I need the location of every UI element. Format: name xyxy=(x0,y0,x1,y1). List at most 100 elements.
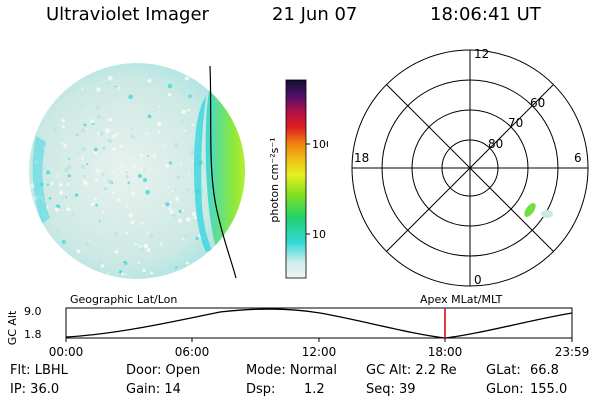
speckle-dot xyxy=(170,248,173,251)
speckle-dot xyxy=(95,203,98,207)
speckle-dot xyxy=(97,132,101,136)
speckle-dot xyxy=(128,94,133,100)
speckle-dot xyxy=(93,150,98,155)
speckle-dot xyxy=(128,213,133,218)
speckle-dot xyxy=(130,162,133,165)
speckle-dot xyxy=(125,171,128,174)
speckle-dot xyxy=(145,132,148,135)
speckle-dot xyxy=(121,272,125,276)
ytick-9: 9.0 xyxy=(24,305,42,318)
speckle-dot xyxy=(191,212,196,217)
mode-info: Mode: Normal xyxy=(246,363,337,378)
speckle-dot xyxy=(66,183,70,186)
speckle-dot xyxy=(196,113,199,116)
speckle-dot xyxy=(101,210,105,213)
speckle-dot xyxy=(119,144,123,149)
speckle-dot xyxy=(179,250,184,255)
speckle-dot xyxy=(174,142,179,148)
speckle-dot xyxy=(95,105,100,110)
speckle-dot xyxy=(82,174,86,178)
speckle-dot xyxy=(94,179,98,183)
speckle-dot xyxy=(193,216,197,220)
speckle-dot xyxy=(113,147,117,151)
timeline-left-title: Geographic Lat/Lon xyxy=(70,294,177,306)
speckle-dot xyxy=(182,209,185,212)
speckle-dot xyxy=(140,168,143,171)
speckle-dot xyxy=(139,247,144,251)
speckle-dot xyxy=(186,261,189,265)
ytick-1-8: 1.8 xyxy=(24,328,42,341)
speckle-dot xyxy=(147,114,152,119)
speckle-dot xyxy=(159,243,162,246)
speckle-dot xyxy=(184,233,188,238)
speckle-dot xyxy=(187,108,191,112)
speckle-dot xyxy=(50,181,54,186)
speckle-dot xyxy=(186,217,191,222)
speckle-dot xyxy=(188,174,191,177)
speckle-dot xyxy=(176,98,178,100)
speckle-dot xyxy=(143,243,149,249)
speckle-dot xyxy=(100,236,103,239)
speckle-dot xyxy=(184,76,189,81)
mlt-label-0: 0 xyxy=(474,273,482,287)
speckle-dot xyxy=(183,129,186,132)
glat-value: 66.8 xyxy=(530,363,559,378)
speckle-dot xyxy=(125,68,128,71)
gain-info: Gain: 14 xyxy=(126,382,181,397)
speckle-dot xyxy=(147,79,152,83)
speckle-dot xyxy=(67,174,71,178)
speckle-dot xyxy=(43,166,47,170)
speckle-dot xyxy=(74,193,79,197)
instrument-title: Ultraviolet Imager xyxy=(46,4,209,25)
speckle-dot xyxy=(171,189,173,192)
speckle-dot xyxy=(90,78,93,81)
speckle-dot xyxy=(100,264,105,268)
speckle-dot xyxy=(193,88,199,93)
speckle-dot xyxy=(180,162,183,165)
speckle-dot xyxy=(86,182,90,186)
xlabel-1800: 18:00 xyxy=(428,345,463,359)
speckle-dot xyxy=(107,138,112,144)
speckle-dot xyxy=(181,237,184,240)
speckle-dot xyxy=(76,249,81,254)
speckle-dot xyxy=(178,218,183,223)
speckle-dot xyxy=(68,157,71,160)
speckle-dot xyxy=(105,128,110,133)
speckle-dot xyxy=(98,258,102,261)
speckle-dot xyxy=(126,111,129,113)
speckle-dot xyxy=(185,188,189,192)
speckle-dot xyxy=(71,213,75,217)
speckle-dot xyxy=(145,189,150,195)
speckle-dot xyxy=(94,147,98,152)
speckle-dot xyxy=(68,179,71,182)
speckle-dot xyxy=(91,202,95,206)
speckle-dot xyxy=(63,143,68,148)
speckle-dot xyxy=(131,127,134,130)
glat-label: GLat: xyxy=(486,363,521,378)
speckle-dot xyxy=(96,114,101,119)
speckle-dot xyxy=(158,105,161,108)
speckle-dot xyxy=(161,204,164,207)
speckle-dot xyxy=(150,271,154,275)
speckle-dot xyxy=(111,170,115,174)
speckle-dot xyxy=(137,262,140,265)
speckle-dot xyxy=(139,153,143,157)
speckle-dot xyxy=(61,239,66,244)
speckle-dot xyxy=(125,273,127,275)
speckle-dot xyxy=(130,220,135,225)
xlabel-1200: 12:00 xyxy=(302,345,337,359)
speckle-dot xyxy=(102,146,106,151)
aurora-edge xyxy=(194,96,212,252)
speckle-dot xyxy=(181,109,186,114)
speckle-dot xyxy=(191,82,195,86)
speckle-dot xyxy=(149,234,154,238)
speckle-dot xyxy=(146,248,151,252)
speckle-dot xyxy=(142,268,146,272)
mlt-label-6: 6 xyxy=(574,151,582,165)
speckle-dot xyxy=(86,163,89,166)
speckle-dot xyxy=(146,231,149,234)
speckle-dot xyxy=(101,172,105,176)
limb-glow xyxy=(32,136,50,224)
speckle-dot xyxy=(61,118,66,123)
colorbar-scale xyxy=(285,79,307,279)
